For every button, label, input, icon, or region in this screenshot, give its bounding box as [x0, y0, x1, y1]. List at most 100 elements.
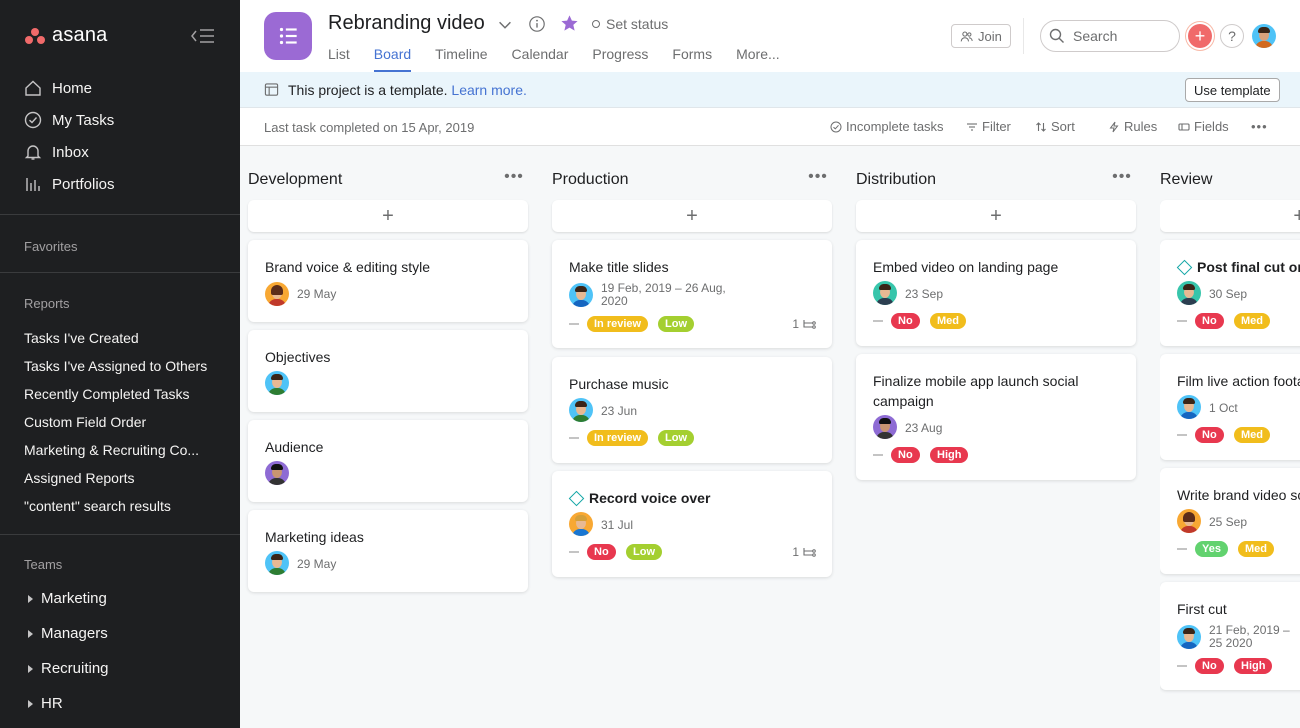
team-marketing[interactable]: Marketing: [28, 590, 107, 607]
due-date[interactable]: 1 Oct: [1209, 401, 1238, 415]
task-card[interactable]: Finalize mobile app launch social campai…: [856, 354, 1136, 480]
assignee-avatar[interactable]: [265, 461, 289, 485]
use-template-button[interactable]: Use template: [1185, 78, 1280, 102]
project-list-icon[interactable]: [264, 12, 312, 60]
column-title[interactable]: Review: [1160, 171, 1213, 188]
priority-tag[interactable]: Med: [1238, 541, 1274, 557]
teams-title[interactable]: Teams: [24, 557, 63, 572]
column-title[interactable]: Development: [248, 171, 343, 188]
assignee-avatar[interactable]: [265, 371, 289, 395]
nav-inbox[interactable]: Inbox: [24, 143, 89, 161]
priority-tag[interactable]: Med: [1234, 427, 1270, 443]
tab-board[interactable]: Board: [373, 46, 412, 72]
assignee-avatar[interactable]: [569, 398, 593, 422]
assignee-avatar[interactable]: [1177, 625, 1201, 649]
column-title[interactable]: Distribution: [856, 171, 937, 188]
assignee-avatar[interactable]: [265, 551, 289, 575]
nav-home[interactable]: Home: [24, 79, 92, 97]
assignee-avatar[interactable]: [1177, 281, 1201, 305]
status-tag[interactable]: Yes: [1195, 541, 1228, 557]
task-card[interactable]: Marketing ideas 29 May: [248, 510, 528, 592]
column-more-icon[interactable]: •••: [808, 168, 828, 185]
subtask-count[interactable]: 1: [792, 317, 816, 331]
status-tag[interactable]: No: [891, 447, 920, 463]
assignee-avatar[interactable]: [1177, 509, 1201, 533]
due-date[interactable]: 23 Jun: [601, 404, 638, 418]
report-tasks-assigned[interactable]: Tasks I've Assigned to Others: [24, 358, 208, 374]
task-card[interactable]: Brand voice & editing style 29 May: [248, 240, 528, 322]
report-content-search[interactable]: "content" search results: [24, 498, 171, 514]
report-custom-field-order[interactable]: Custom Field Order: [24, 414, 147, 430]
team-hr[interactable]: HR: [28, 695, 63, 712]
task-card[interactable]: Purchase music 23 Jun In review Low: [552, 357, 832, 463]
task-card[interactable]: Film live action foota 1 Oct No Med: [1160, 354, 1300, 460]
task-card[interactable]: Write brand video sc 25 Sep Yes Med: [1160, 468, 1300, 574]
tab-timeline[interactable]: Timeline: [435, 46, 488, 62]
project-title[interactable]: Rebranding video: [328, 12, 485, 34]
column-more-icon[interactable]: •••: [504, 168, 524, 185]
team-managers[interactable]: Managers: [28, 625, 108, 642]
status-tag[interactable]: No: [1195, 427, 1224, 443]
tab-more[interactable]: More...: [736, 46, 780, 62]
task-card[interactable]: Objectives: [248, 330, 528, 412]
fields-button[interactable]: Fields: [1178, 119, 1229, 134]
help-button[interactable]: ?: [1220, 24, 1244, 48]
due-date[interactable]: 29 May: [297, 287, 337, 301]
assignee-avatar[interactable]: [265, 282, 289, 306]
add-task-button[interactable]: +: [248, 200, 528, 232]
favorites-title[interactable]: Favorites: [24, 239, 78, 254]
priority-tag[interactable]: High: [1234, 658, 1273, 674]
reports-title[interactable]: Reports: [24, 296, 70, 311]
assignee-avatar[interactable]: [569, 512, 593, 536]
priority-tag[interactable]: Low: [658, 316, 694, 332]
quick-add-button[interactable]: +: [1188, 24, 1212, 48]
tab-forms[interactable]: Forms: [672, 46, 713, 62]
search-input[interactable]: Search: [1040, 20, 1180, 52]
add-task-button[interactable]: +: [856, 200, 1136, 232]
tab-calendar[interactable]: Calendar: [511, 46, 569, 62]
task-card[interactable]: Record voice over 31 Jul No Low 1: [552, 471, 832, 577]
nav-my-tasks[interactable]: My Tasks: [24, 111, 114, 129]
sort-button[interactable]: Sort: [1035, 119, 1075, 134]
priority-tag[interactable]: Low: [626, 544, 662, 560]
due-date[interactable]: 30 Sep: [1209, 287, 1248, 301]
due-date[interactable]: 23 Sep: [905, 287, 944, 301]
column-title[interactable]: Production: [552, 171, 629, 188]
tab-list[interactable]: List: [328, 46, 350, 62]
status-tag[interactable]: No: [1195, 658, 1224, 674]
add-task-button[interactable]: +: [552, 200, 832, 232]
status-tag[interactable]: No: [891, 313, 920, 329]
due-date[interactable]: 25 Sep: [1209, 515, 1248, 529]
task-card[interactable]: Make title slides 19 Feb, 2019 – 26 Aug,…: [552, 240, 832, 348]
collapse-sidebar-icon[interactable]: [190, 26, 216, 46]
assignee-avatar[interactable]: [1177, 395, 1201, 419]
team-recruiting[interactable]: Recruiting: [28, 660, 109, 677]
report-assigned-reports[interactable]: Assigned Reports: [24, 470, 135, 486]
due-date[interactable]: 19 Feb, 2019 – 26 Aug, 2020: [601, 281, 726, 308]
status-tag[interactable]: No: [1195, 313, 1224, 329]
tab-progress[interactable]: Progress: [592, 46, 649, 62]
report-marketing-recruiting[interactable]: Marketing & Recruiting Co...: [24, 442, 200, 458]
chevron-down-icon[interactable]: [496, 16, 516, 36]
learn-more-link[interactable]: Learn more.: [451, 82, 527, 98]
subtask-count[interactable]: 1: [792, 545, 816, 559]
priority-tag[interactable]: Med: [930, 313, 966, 329]
assignee-avatar[interactable]: [873, 415, 897, 439]
join-button[interactable]: Join: [951, 24, 1011, 48]
nav-portfolios[interactable]: Portfolios: [24, 175, 115, 193]
more-options-button[interactable]: •••: [1251, 119, 1268, 134]
info-icon[interactable]: [528, 15, 548, 35]
column-more-icon[interactable]: •••: [1112, 168, 1132, 185]
priority-tag[interactable]: Med: [1234, 313, 1270, 329]
add-task-button[interactable]: +: [1160, 200, 1300, 232]
set-status-button[interactable]: Set status: [592, 16, 668, 32]
assignee-avatar[interactable]: [569, 283, 593, 307]
due-date[interactable]: 21 Feb, 2019 – 25 2020: [1209, 623, 1290, 650]
task-card[interactable]: First cut 21 Feb, 2019 – 25 2020 No High: [1160, 582, 1300, 690]
priority-tag[interactable]: High: [930, 447, 969, 463]
incomplete-tasks-button[interactable]: Incomplete tasks: [830, 119, 944, 134]
due-date[interactable]: 31 Jul: [601, 518, 634, 532]
star-icon[interactable]: [560, 14, 580, 34]
status-tag[interactable]: In review: [587, 316, 649, 332]
user-avatar[interactable]: [1252, 24, 1276, 48]
